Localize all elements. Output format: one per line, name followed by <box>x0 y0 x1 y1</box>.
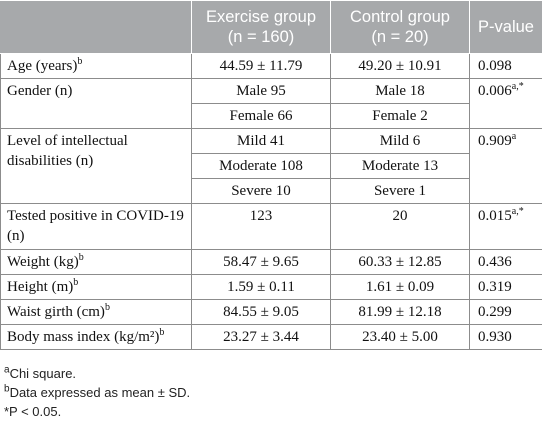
cell-waist-p: 0.299 <box>469 299 542 325</box>
cell-mild-exercise: Mild 41 <box>191 128 331 154</box>
row-label-waist: Waist girth (cm)b <box>0 299 192 325</box>
table-row: Female 66 Female 2 <box>1 103 542 129</box>
cell-severe-control: Severe 1 <box>330 178 470 204</box>
table-footnotes: aChi square. bData expressed as mean ± S… <box>4 364 190 421</box>
footnote-a: aChi square. <box>4 364 77 381</box>
cell-bmi-p: 0.930 <box>469 324 542 350</box>
table-row: Waist girth (cm)b 84.55 ± 9.05 81.99 ± 1… <box>0 299 542 325</box>
row-label-covid: Tested positive in COVID-19 (n) <box>0 203 192 250</box>
table-row: Height (m)b 1.59 ± 0.11 1.61 ± 0.09 0.31… <box>0 274 542 300</box>
cell-age-exercise: 44.59 ± 11.79 <box>191 53 331 79</box>
cell-weight-p: 0.436 <box>469 249 542 275</box>
cell-moderate-control: Moderate 13 <box>330 153 470 179</box>
header-exercise-title: Exercise group <box>205 8 317 26</box>
table-row: Age (years)b 44.59 ± 11.79 49.20 ± 10.91… <box>0 53 542 79</box>
cell-height-control: 1.61 ± 0.09 <box>330 274 470 300</box>
cell-bmi-control: 23.40 ± 5.00 <box>330 324 470 350</box>
cell-waist-control: 81.99 ± 12.18 <box>330 299 470 325</box>
row-label-bmi: Body mass index (kg/m²)b <box>0 324 192 350</box>
table-row: Body mass index (kg/m²)b 23.27 ± 3.44 23… <box>0 324 542 350</box>
cell-weight-control: 60.33 ± 12.85 <box>330 249 470 275</box>
cell-gender-female-exercise: Female 66 <box>191 103 331 129</box>
cell-covid-p: 0.015a,* <box>469 203 542 250</box>
row-label-age: Age (years)b <box>0 53 192 79</box>
cell-gender-female-control: Female 2 <box>330 103 470 129</box>
table-row: Weight (kg)b 58.47 ± 9.65 60.33 ± 12.85 … <box>0 249 542 275</box>
cell-mild-control: Mild 6 <box>330 128 470 154</box>
row-label-gender: Gender (n) <box>0 78 192 129</box>
footnote-b: bData expressed as mean ± SD. <box>4 383 191 400</box>
table-row: Gender (n) Male 95 Male 18 0.006a,* <box>0 78 542 129</box>
cell-severe-exercise: Severe 10 <box>191 178 331 204</box>
cell-gender-male-exercise: Male 95 <box>191 78 331 104</box>
footnote-significance: *P < 0.05. <box>4 404 62 419</box>
header-exercise-n: (n = 160) <box>227 28 295 46</box>
header-p-value: P-value <box>469 0 542 54</box>
row-label-height: Height (m)b <box>0 274 192 300</box>
cell-weight-exercise: 58.47 ± 9.65 <box>191 249 331 275</box>
cell-intellectual-p: 0.909a <box>469 128 542 204</box>
cell-bmi-exercise: 23.27 ± 3.44 <box>191 324 331 350</box>
cell-waist-exercise: 84.55 ± 9.05 <box>191 299 331 325</box>
row-label-intellectual: Level of intellectual disabilities (n) <box>0 128 192 204</box>
cell-height-p: 0.319 <box>469 274 542 300</box>
header-exercise-group: Exercise group (n = 160) <box>191 0 331 54</box>
cell-height-exercise: 1.59 ± 0.11 <box>191 274 331 300</box>
row-label-weight: Weight (kg)b <box>0 249 192 275</box>
header-control-n: (n = 20) <box>371 28 429 46</box>
cell-moderate-exercise: Moderate 108 <box>191 153 331 179</box>
cell-gender-male-control: Male 18 <box>330 78 470 104</box>
demographics-table: Exercise group (n = 160) Control group (… <box>0 0 542 350</box>
header-row: Exercise group (n = 160) Control group (… <box>0 0 542 54</box>
header-control-title: Control group <box>350 8 450 26</box>
cell-covid-control: 20 <box>330 203 470 250</box>
header-blank <box>0 0 192 54</box>
cell-covid-exercise: 123 <box>191 203 331 250</box>
table-row: Level of intellectual disabilities (n) M… <box>0 128 542 204</box>
cell-gender-p: 0.006a,* <box>469 78 542 129</box>
header-control-group: Control group (n = 20) <box>330 0 470 54</box>
cell-age-control: 49.20 ± 10.91 <box>330 53 470 79</box>
table-row: Moderate 108 Moderate 13 <box>1 153 542 179</box>
cell-age-p: 0.098 <box>469 53 542 79</box>
table-row: Tested positive in COVID-19 (n) 123 20 0… <box>0 203 542 250</box>
table-row: Severe 10 Severe 1 <box>1 178 542 204</box>
